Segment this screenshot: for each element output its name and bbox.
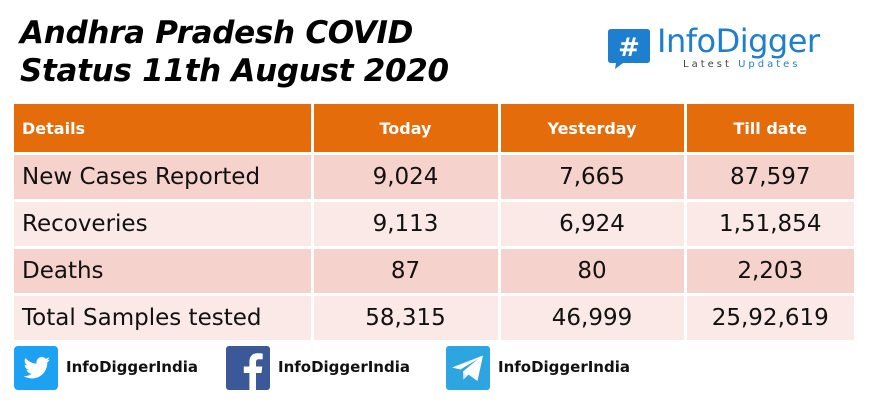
title-line-2: Status 11th August 2020: [20, 53, 449, 89]
cell-yesterday: 46,999: [499, 294, 687, 343]
table-row: New Cases Reported 9,024 7,665 87,597: [14, 153, 854, 202]
social-handles: InfoDiggerIndia InfoDiggerIndia InfoDigg…: [14, 344, 854, 392]
table-header-row: Details Today Yesterday Till date: [14, 104, 854, 155]
cell-yesterday: 6,924: [499, 200, 687, 249]
table-row: Recoveries 9,113 6,924 1,51,854: [14, 200, 854, 249]
cell-today: 9,024: [312, 153, 501, 202]
row-label: Deaths: [14, 247, 314, 296]
cell-today: 9,113: [312, 200, 501, 249]
brand-tagline-part1: Latest: [683, 59, 732, 70]
hashtag-bubble-icon: #: [608, 29, 650, 69]
brand-tagline-part2: Updates: [738, 59, 801, 70]
column-header: Yesterday: [499, 104, 687, 155]
cell-till-date: 87,597: [685, 153, 854, 202]
cell-yesterday: 80: [499, 247, 687, 296]
title-line-1: Andhra Pradesh COVID: [20, 15, 414, 51]
infodigger-logo: # InfoDigger Latest Updates: [607, 22, 827, 82]
cell-yesterday: 7,665: [499, 153, 687, 202]
table-row: Total Samples tested 58,315 46,999 25,92…: [14, 294, 854, 343]
cell-today: 58,315: [312, 294, 501, 343]
cell-till-date: 2,203: [685, 247, 854, 296]
column-header: Today: [312, 104, 501, 155]
twitter-handle: InfoDiggerIndia: [66, 358, 198, 376]
row-label: Total Samples tested: [14, 294, 314, 343]
column-header: Till date: [685, 104, 854, 155]
row-label: Recoveries: [14, 200, 314, 249]
facebook-icon: [226, 346, 270, 390]
brand-name: InfoDigger: [657, 22, 820, 60]
facebook-handle: InfoDiggerIndia: [278, 358, 410, 376]
brand-tagline: Latest Updates: [683, 59, 801, 71]
covid-status-table: Details Today Yesterday Till date New Ca…: [14, 104, 854, 343]
column-header: Details: [14, 104, 314, 155]
twitter-icon: [14, 346, 58, 390]
telegram-handle: InfoDiggerIndia: [498, 358, 630, 376]
row-label: New Cases Reported: [14, 153, 314, 202]
cell-till-date: 1,51,854: [685, 200, 854, 249]
cell-today: 87: [312, 247, 501, 296]
telegram-icon: [446, 346, 490, 390]
cell-till-date: 25,92,619: [685, 294, 854, 343]
brand-symbol: #: [618, 33, 640, 63]
table-row: Deaths 87 80 2,203: [14, 247, 854, 296]
page-title: Andhra Pradesh COVID Status 11th August …: [20, 14, 540, 90]
